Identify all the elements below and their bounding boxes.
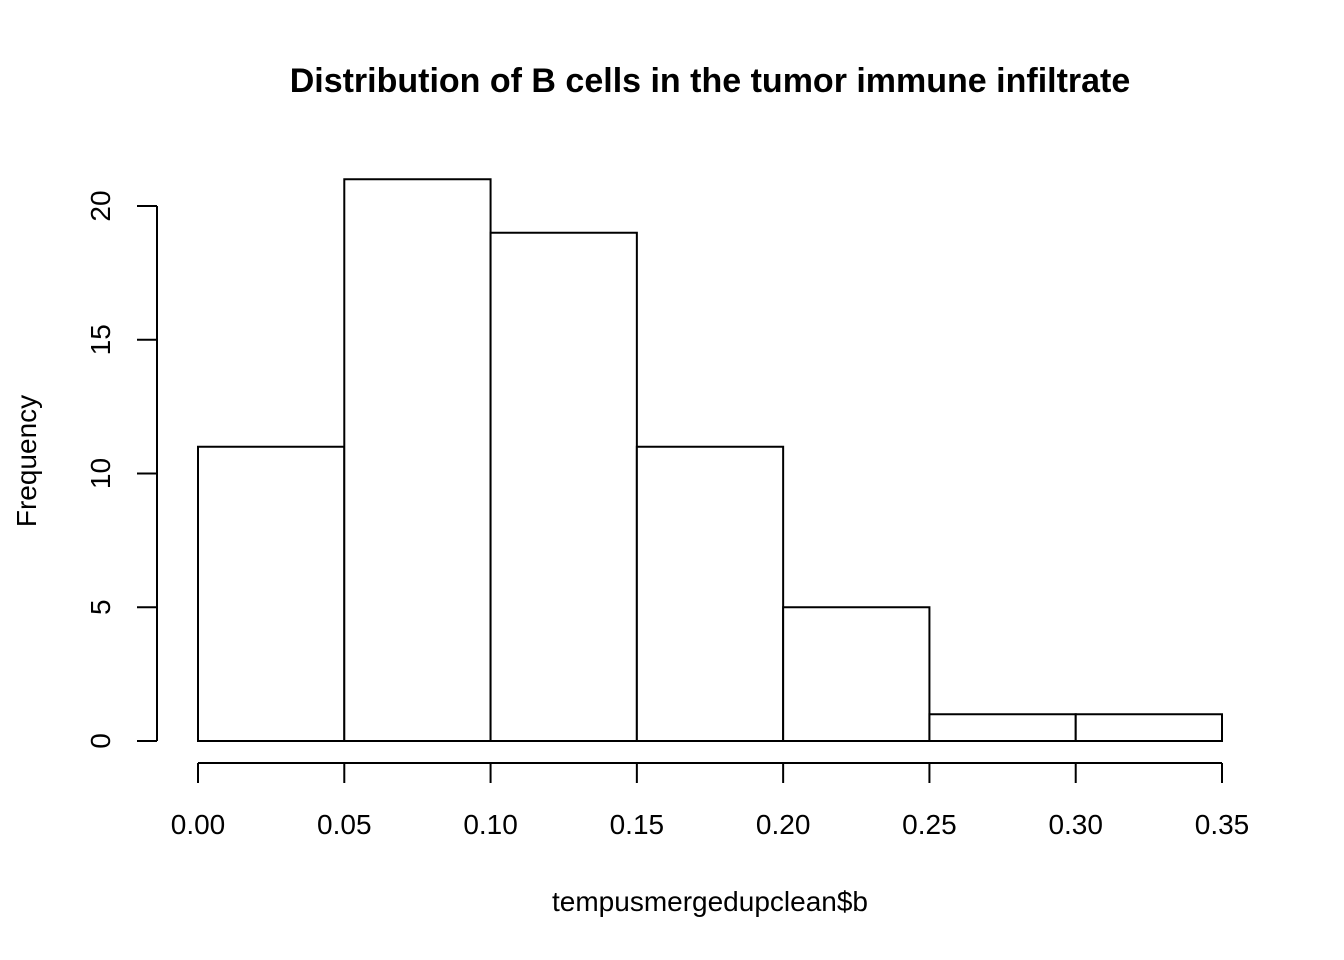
y-axis-label: Frequency	[11, 395, 42, 527]
x-tick-label-1: 0.05	[317, 809, 372, 840]
x-tick-label-7: 0.35	[1195, 809, 1250, 840]
x-tick-label-0: 0.00	[171, 809, 226, 840]
y-tick-label-0: 0	[85, 733, 116, 749]
histogram-bar-4	[782, 606, 931, 742]
y-tick-label-3: 15	[85, 324, 116, 355]
histogram-bar-6	[1074, 713, 1223, 742]
x-axis-label: tempusmergedupclean$b	[552, 886, 868, 917]
x-tick-label-3: 0.15	[610, 809, 665, 840]
x-axis: 0.00 0.05 0.10 0.15 0.20 0.25 0.30 0.35	[171, 762, 1250, 840]
histogram-bar-3	[635, 445, 785, 742]
y-tick-label-1: 5	[85, 599, 116, 615]
x-tick-label-6: 0.30	[1048, 809, 1103, 840]
chart-title: Distribution of B cells in the tumor imm…	[290, 62, 1131, 100]
y-tick-label-4: 20	[85, 190, 116, 221]
histogram-bar-2	[489, 231, 638, 742]
y-axis: 0 5 10 15 20	[85, 190, 158, 749]
histogram-bar-1	[343, 178, 492, 742]
x-tick-label-2: 0.10	[463, 809, 518, 840]
y-tick-label-2: 10	[85, 458, 116, 489]
bars-group	[197, 178, 1223, 742]
histogram-bar-5	[928, 713, 1077, 742]
x-tick-label-5: 0.25	[902, 809, 957, 840]
x-tick-label-4: 0.20	[756, 809, 811, 840]
histogram-bar-0	[197, 445, 346, 742]
